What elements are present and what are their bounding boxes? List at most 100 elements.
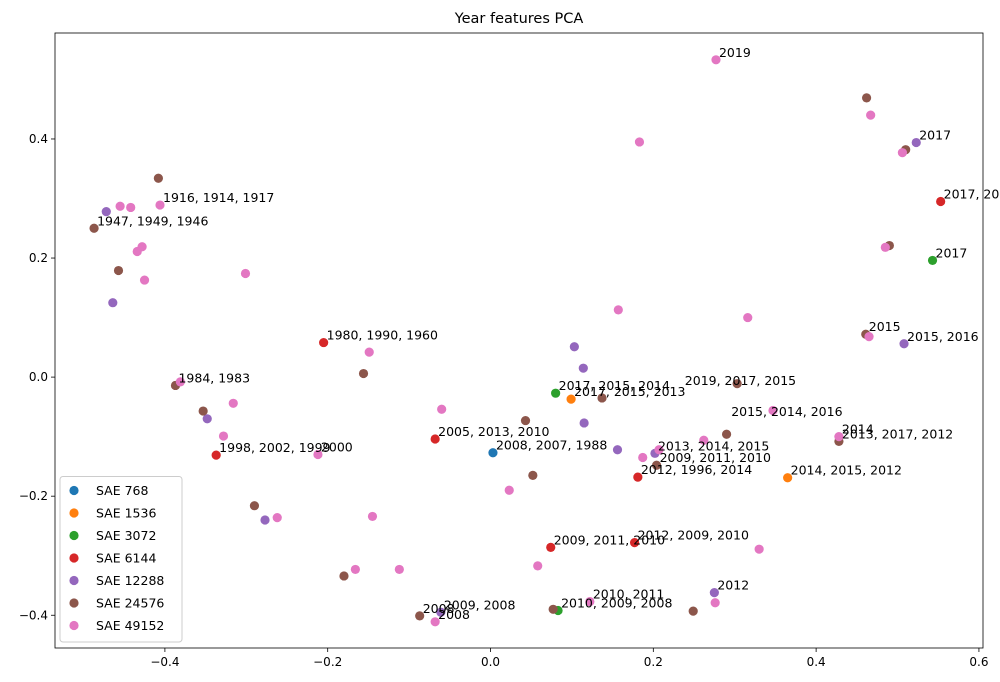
point-sae-49152 (364, 347, 374, 357)
point-sae-49152 (754, 544, 764, 554)
point-sae-24576 (339, 571, 349, 581)
point-sae-12288 (202, 414, 212, 424)
point-sae-49152 (350, 564, 360, 575)
legend-entry: SAE 3072 (96, 528, 156, 543)
point-sae-24576 (732, 379, 742, 389)
point-sae-24576 (651, 460, 662, 470)
point-annotation: 2009, 2011, 2010 (554, 532, 665, 547)
point-sae-6144 (211, 450, 221, 460)
point-sae-12288 (569, 342, 579, 352)
point-annotation: 2010, 2009, 2008 (561, 595, 672, 610)
legend-entry: SAE 12288 (96, 573, 164, 588)
point-sae-3072 (551, 388, 561, 398)
point-sae-49152 (613, 305, 623, 315)
point-annotation: 2012 (717, 578, 749, 593)
legend-marker (69, 553, 79, 563)
point-annotation: 1947, 1949, 1946 (97, 213, 208, 228)
axes-ticks: −0.4 −0.2 0.0 0.2 0.4 0.6 −0.4 −0.2 0.0 0.2 0.4 (19, 132, 989, 669)
point-sae-49152 (175, 377, 185, 387)
point-sae-49152 (139, 275, 150, 285)
point-annotation: 2015, 2014, 2016 (731, 404, 842, 419)
point-annotation: 2017, 2015, 2014 (559, 378, 670, 393)
point-sae-24576 (520, 415, 531, 426)
point-sae-49152 (634, 137, 645, 147)
y-tick-label: −0.2 (19, 489, 48, 503)
point-sae-3072 (927, 255, 938, 266)
point-sae-49152 (272, 513, 282, 523)
point-sae-12288 (101, 207, 111, 217)
point-sae-49152 (155, 200, 165, 210)
point-sae-49152 (115, 201, 125, 211)
point-sae-1536 (566, 394, 576, 404)
point-sae-49152 (126, 202, 136, 213)
point-sae-6144 (633, 472, 643, 482)
x-tick-label: 0.2 (644, 655, 663, 669)
point-sae-24576 (113, 265, 124, 276)
point-annotation: 2013, 2014, 2015 (658, 438, 769, 453)
point-annotation: 1984, 1983 (178, 370, 250, 385)
legend-entry: SAE 1536 (96, 506, 156, 521)
point-sae-49152 (654, 445, 664, 455)
legend-entry: SAE 768 (96, 483, 148, 498)
point-sae-24576 (528, 470, 538, 480)
point-sae-49152 (880, 242, 890, 252)
point-sae-24576 (548, 604, 558, 614)
point-sae-24576 (198, 406, 208, 416)
point-sae-6144 (319, 337, 329, 348)
point-annotation: 2005, 2013, 2010 (438, 424, 549, 439)
point-sae-49152 (638, 452, 648, 463)
point-sae-49152 (834, 432, 844, 442)
point-sae-6144 (546, 542, 556, 552)
point-annotation: 2014, 2015, 2012 (791, 463, 902, 478)
y-tick-label: −0.4 (19, 608, 48, 622)
point-sae-768 (488, 448, 498, 458)
point-annotation: 2019, 2017, 2015 (685, 373, 796, 388)
point-annotation: 2019 (719, 45, 751, 60)
point-annotation: 2017 (936, 245, 968, 260)
point-sae-24576 (861, 93, 872, 103)
point-sae-49152 (218, 431, 229, 441)
point-sae-49152 (504, 485, 514, 495)
point-sae-12288 (612, 445, 623, 455)
point-sae-12288 (709, 588, 719, 598)
point-annotation: 1980, 1990, 1960 (327, 328, 438, 343)
y-tick-label: 0.4 (29, 132, 48, 146)
point-annotation: 2017 (919, 128, 951, 143)
legend: SAE 768 SAE 1536 SAE 3072 SAE 6144 SAE 12288… (59, 476, 183, 643)
point-annotation: 2015, 2016 (907, 329, 979, 344)
point-annotation: 1916, 1914, 1917 (163, 190, 274, 205)
point-annotations: 2008, 2007, 1988 2017, 2015, 2013 2014, 20… (97, 45, 1000, 622)
chart-title: Year features PCA (454, 11, 584, 27)
legend-entry: SAE 49152 (96, 618, 164, 633)
point-sae-49152 (313, 449, 323, 460)
point-sae-12288 (108, 298, 118, 308)
point-sae-49152 (240, 268, 251, 279)
point-sae-6144 (629, 538, 640, 548)
point-sae-24576 (415, 611, 425, 621)
point-sae-49152 (132, 246, 142, 257)
point-annotation: 2009, 2011, 2010 (660, 450, 771, 465)
point-sae-49152 (866, 110, 876, 120)
point-sae-1536 (783, 473, 793, 483)
point-annotation: 1998, 2002, 1999 (219, 440, 330, 455)
point-sae-12288 (260, 515, 270, 525)
legend-marker (69, 598, 79, 608)
point-sae-24576 (721, 429, 732, 439)
point-sae-49152 (394, 564, 404, 575)
point-sae-49152 (710, 598, 720, 608)
legend-marker (69, 508, 79, 518)
legend-box (59, 476, 183, 643)
x-tick-label: 0.4 (807, 655, 826, 669)
legend-marker (69, 485, 79, 496)
point-annotation: 2012, 1996, 2014 (641, 462, 752, 477)
point-sae-49152 (367, 511, 378, 522)
point-annotation: 2008 (423, 601, 455, 616)
y-tick-label: 0.0 (29, 370, 48, 384)
point-sae-24576 (688, 606, 698, 616)
point-sae-49152 (533, 561, 543, 571)
point-annotation: 2012, 2009, 2010 (638, 528, 749, 543)
plot-frame (54, 32, 984, 649)
point-sae-49152 (768, 405, 778, 416)
x-tick-label: 0.0 (481, 655, 500, 669)
